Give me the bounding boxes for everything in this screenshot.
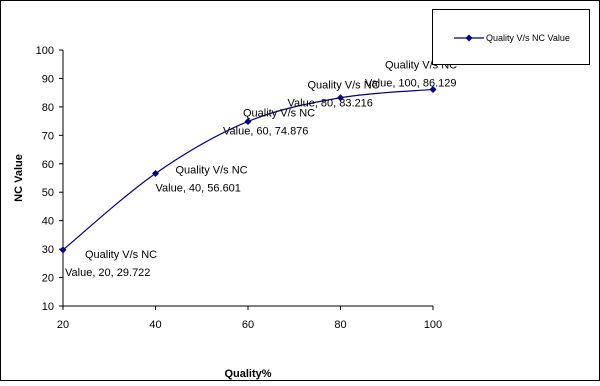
y-axis-title: NC Value (13, 154, 25, 202)
data-label: Quality V/s NC Value, 80, 83.216 (288, 80, 380, 110)
data-label-line2: Value, 80, 83.216 (288, 98, 373, 110)
data-point-diamond (59, 246, 67, 254)
x-tick-label: 100 (424, 319, 442, 331)
data-label-line1: Quality V/s NC (243, 107, 315, 119)
data-label-line1: Quality V/s NC (308, 80, 380, 92)
data-point-diamond (429, 85, 437, 93)
x-axis-title: Quality% (224, 368, 271, 380)
x-ticks: 20 40 60 80 100 (57, 306, 442, 331)
legend-box (432, 9, 590, 65)
data-label-line2: Value, 40, 56.601 (156, 182, 241, 194)
x-tick-label: 80 (334, 319, 346, 331)
y-tick-label: 90 (42, 73, 54, 85)
series-markers (59, 85, 437, 254)
data-label-line2: Value, 20, 29.722 (65, 267, 150, 279)
y-tick-label: 30 (42, 244, 54, 256)
y-ticks: 10 20 30 40 50 60 70 80 90 100 (36, 45, 63, 313)
x-tick-label: 60 (242, 319, 254, 331)
y-tick-label: 20 (42, 273, 54, 285)
y-tick-label: 50 (42, 187, 54, 199)
data-point-diamond (337, 94, 344, 102)
y-tick-label: 100 (36, 45, 54, 57)
data-label: Quality V/s NC Value, 40, 56.601 (156, 164, 248, 194)
data-label: Quality V/s NC Value, 60, 74.876 (223, 107, 315, 137)
y-tick-label: 70 (42, 130, 54, 142)
x-tick-label: 20 (57, 319, 69, 331)
data-point-diamond (244, 117, 252, 125)
data-point-diamond (152, 169, 159, 177)
data-label: Quality V/s NC Value, 20, 29.722 (65, 249, 157, 279)
y-tick-label: 80 (42, 102, 54, 114)
data-label-line1: Quality V/s NC (85, 249, 157, 261)
y-tick-label: 60 (42, 159, 54, 171)
legend-diamond-icon (465, 34, 473, 42)
data-label-line2: Value, 100, 86.129 (365, 77, 457, 89)
x-tick-label: 40 (149, 319, 161, 331)
legend-label: Quality V/s NC Value (486, 33, 570, 43)
y-tick-label: 10 (42, 301, 54, 313)
y-tick-label: 40 (42, 216, 54, 228)
data-label-line2: Value, 60, 74.876 (223, 125, 308, 137)
legend: Quality V/s NC Value (432, 9, 590, 65)
data-label-line1: Quality V/s NC (176, 164, 248, 176)
